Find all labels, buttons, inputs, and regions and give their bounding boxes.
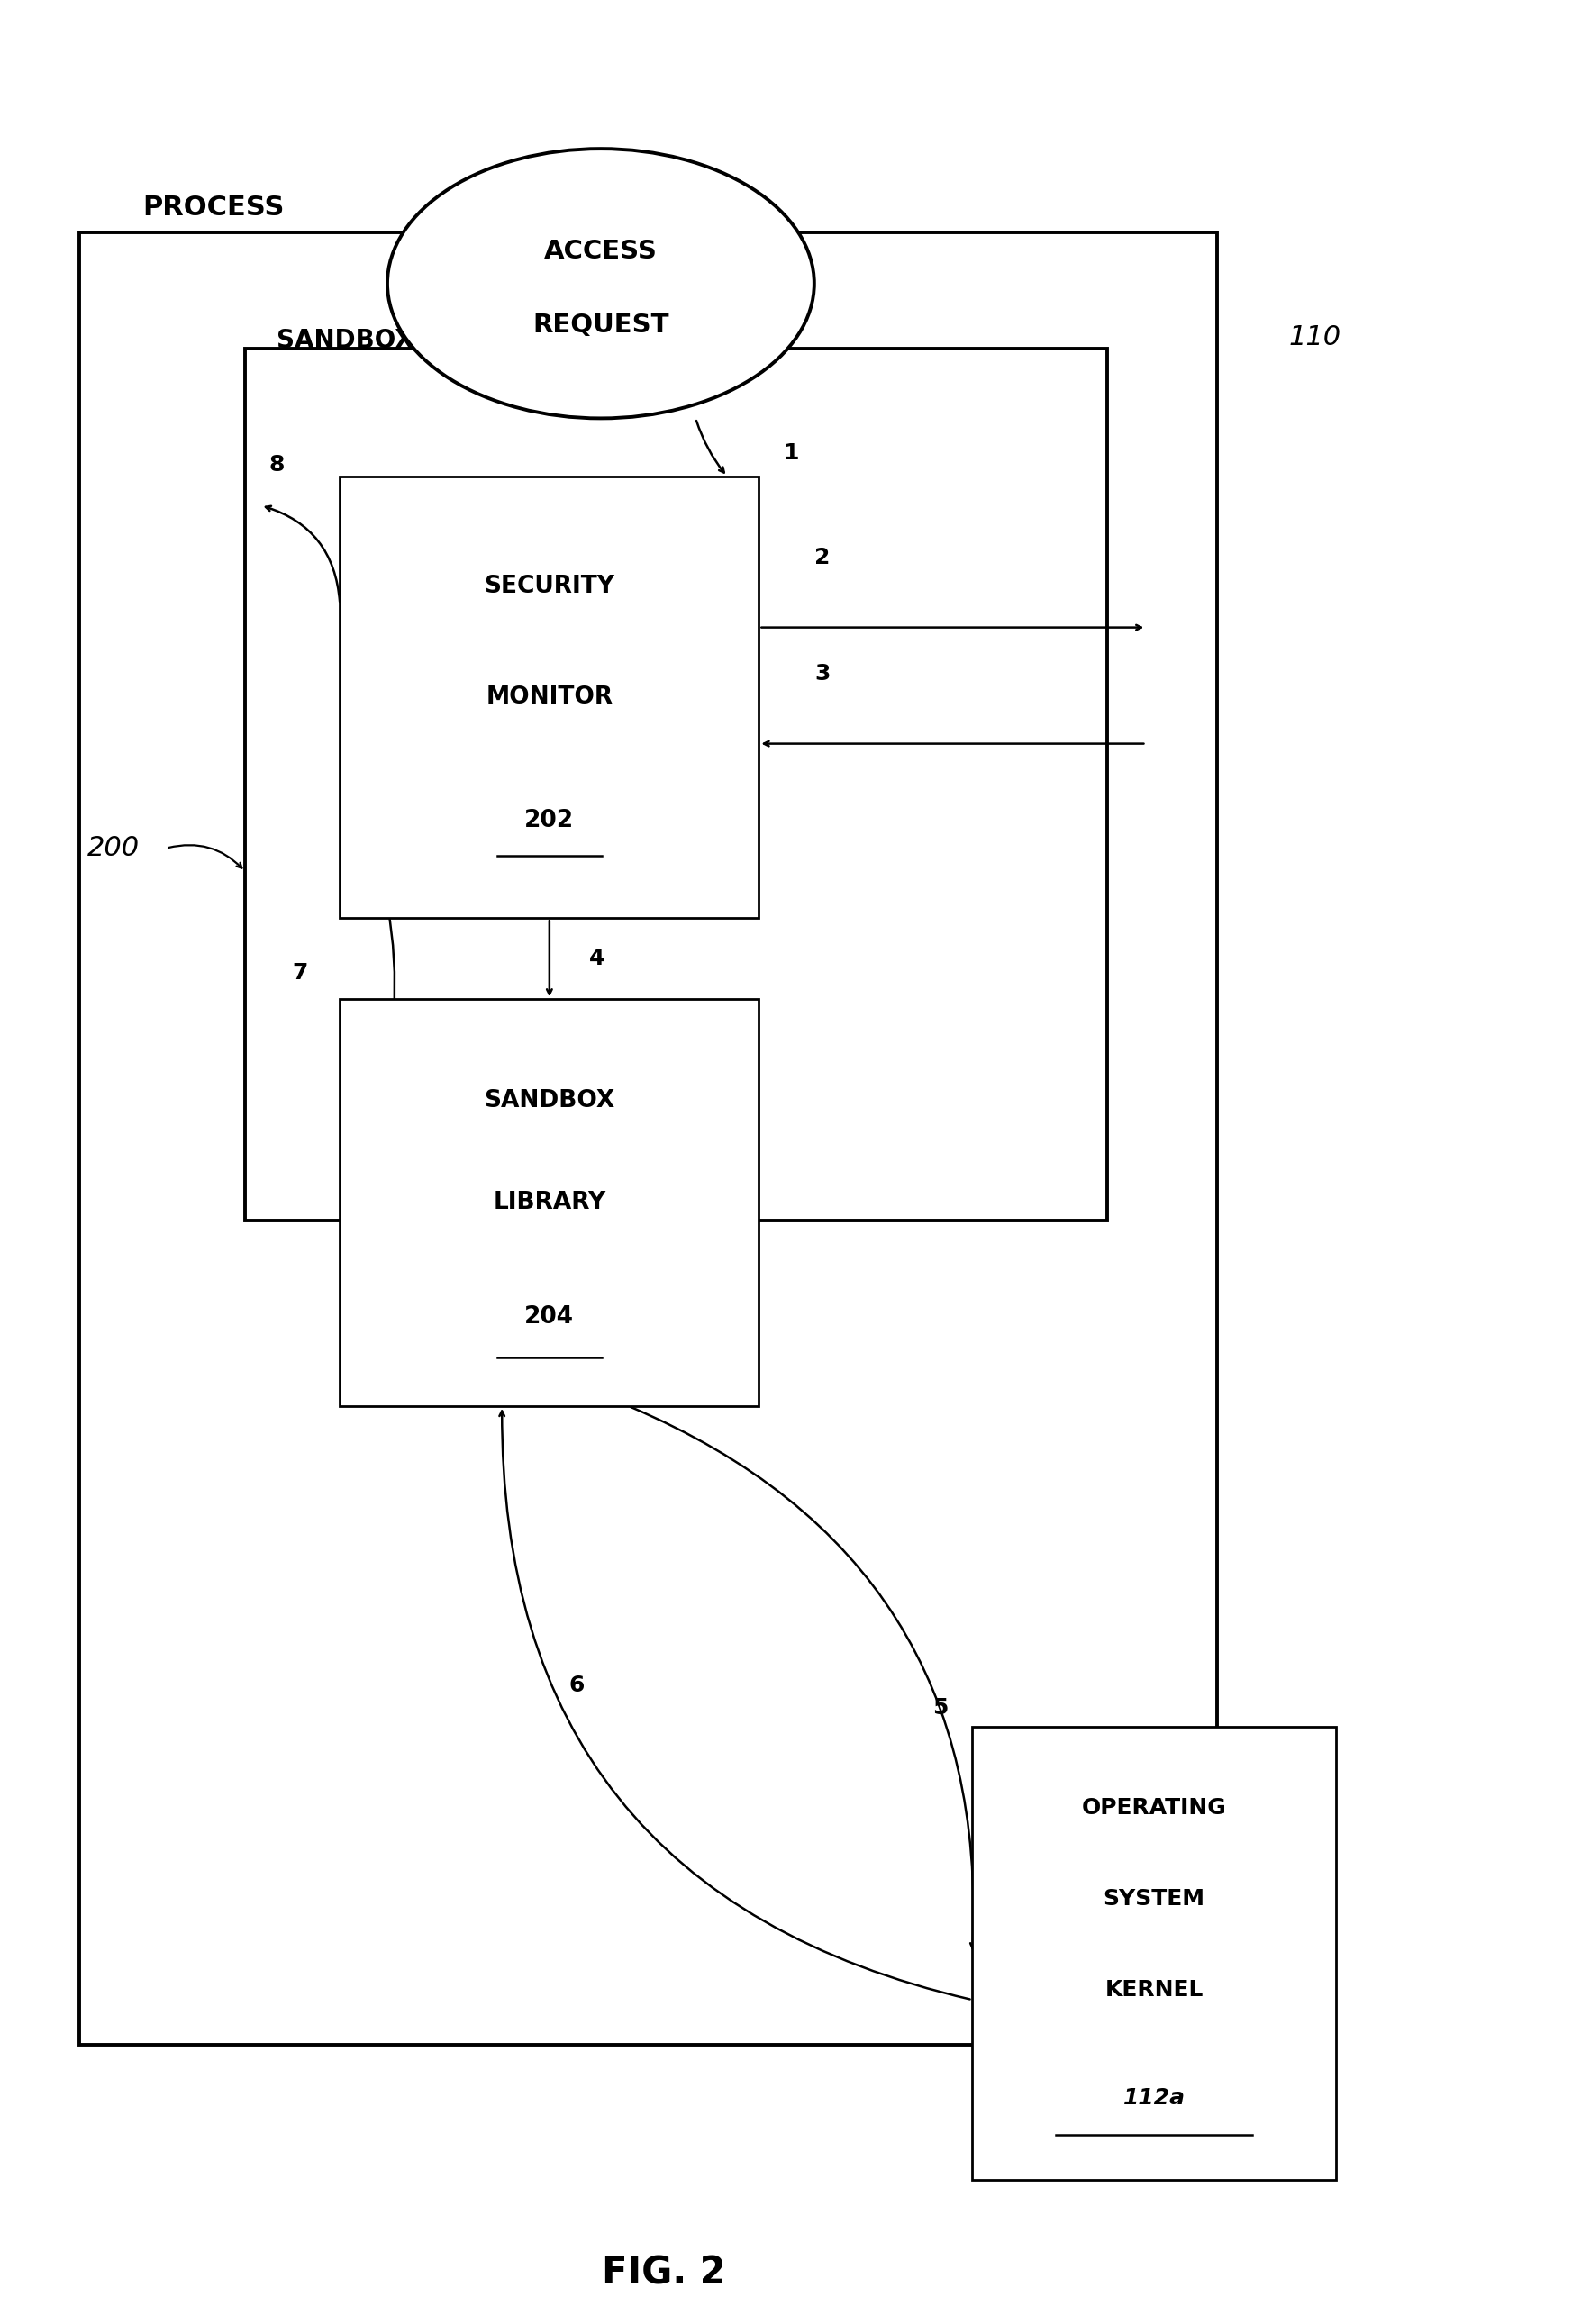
Text: 8: 8 [269, 453, 285, 476]
Text: 5: 5 [933, 1697, 949, 1720]
Text: 4: 4 [590, 948, 604, 969]
Text: 202: 202 [525, 809, 574, 832]
Text: 2: 2 [814, 546, 830, 569]
Text: SYSTEM: SYSTEM [1104, 1887, 1205, 1910]
Text: PROCESS: PROCESS [142, 195, 285, 221]
Text: 204: 204 [525, 1304, 574, 1329]
Text: 1: 1 [783, 442, 798, 465]
Text: ACCESS: ACCESS [544, 239, 658, 263]
Text: 3: 3 [814, 662, 830, 686]
Text: KERNEL: KERNEL [1105, 1978, 1203, 2001]
Text: 7: 7 [292, 962, 308, 983]
Text: OPERATING: OPERATING [1081, 1796, 1227, 1820]
Text: 112a: 112a [1123, 2087, 1186, 2110]
FancyBboxPatch shape [340, 476, 759, 918]
Text: 200: 200 [87, 834, 139, 862]
Text: MONITOR: MONITOR [485, 686, 613, 709]
Text: REQUEST: REQUEST [533, 314, 669, 337]
Text: 6: 6 [569, 1673, 585, 1697]
Text: LIBRARY: LIBRARY [493, 1190, 606, 1215]
Text: FIG. 2: FIG. 2 [602, 2254, 726, 2291]
FancyBboxPatch shape [972, 1727, 1336, 2180]
Ellipse shape [387, 149, 814, 418]
Text: SECURITY: SECURITY [484, 574, 615, 600]
FancyBboxPatch shape [245, 349, 1107, 1220]
FancyBboxPatch shape [340, 999, 759, 1406]
Text: 110: 110 [1289, 323, 1341, 351]
FancyBboxPatch shape [79, 232, 1217, 2045]
Text: SANDBOX: SANDBOX [277, 328, 414, 353]
Text: SANDBOX: SANDBOX [484, 1090, 615, 1113]
